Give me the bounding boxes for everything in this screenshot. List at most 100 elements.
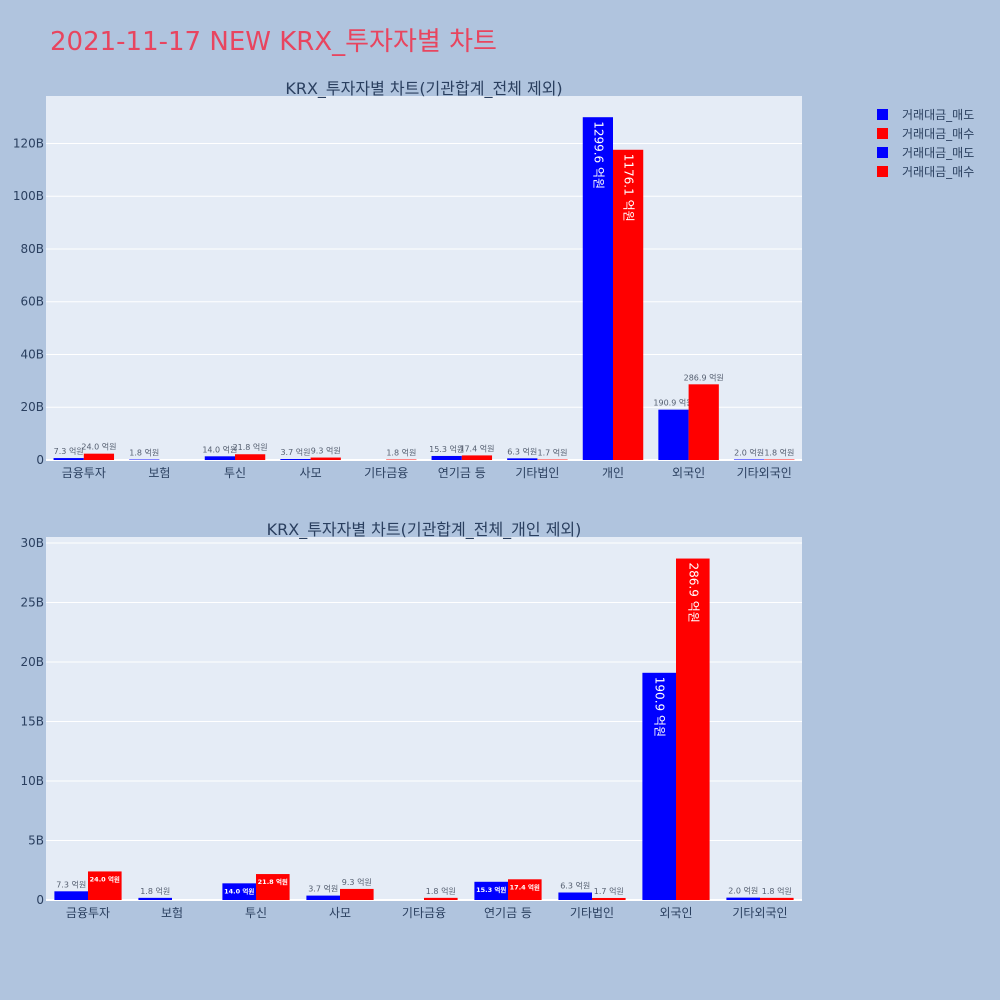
x-tick-label: 연기금 등 <box>484 906 532 920</box>
x-tick-label: 외국인 <box>672 466 705 480</box>
bar[interactable] <box>138 897 172 900</box>
bar[interactable] <box>53 458 84 460</box>
plot-area <box>46 96 802 460</box>
y-tick-label: 80B <box>20 242 44 256</box>
x-tick-label: 보험 <box>148 466 170 480</box>
data-label: 1299.6 억원 <box>591 121 605 189</box>
data-label: 2.0 억원 <box>734 447 764 457</box>
x-tick-label: 투신 <box>245 906 267 920</box>
y-tick-label: 120B <box>13 136 44 150</box>
bar[interactable] <box>733 459 765 460</box>
bar[interactable] <box>613 149 644 460</box>
y-tick-label: 20B <box>20 655 44 669</box>
bar[interactable] <box>658 409 689 460</box>
x-tick-label: 개인 <box>602 466 624 480</box>
data-label: 9.3 억원 <box>342 877 372 887</box>
bar[interactable] <box>83 453 115 460</box>
bar[interactable] <box>558 892 592 900</box>
x-tick-label: 기타법인 <box>570 906 614 920</box>
bar[interactable] <box>474 881 508 900</box>
data-label: 15.3 억원 <box>429 444 464 454</box>
bar[interactable] <box>507 458 538 460</box>
data-label: 14.0 억원 <box>202 444 237 454</box>
bar[interactable] <box>726 897 760 900</box>
x-tick-label: 기타법인 <box>515 466 559 480</box>
data-label: 21.8 억원 <box>258 877 288 886</box>
x-tick-label: 보험 <box>161 906 183 920</box>
legend-label[interactable]: 거래대금_매도 <box>902 146 974 160</box>
chart-title: KRX_투자자별 차트(기관합계_전체 제외) <box>285 79 562 99</box>
bar[interactable] <box>310 457 341 460</box>
legend-swatch[interactable] <box>877 128 888 139</box>
data-label: 1.8 억원 <box>762 886 792 896</box>
data-label: 286.9 억원 <box>684 372 724 382</box>
data-label: 2.0 억원 <box>728 886 758 896</box>
y-tick-label: 60B <box>20 295 44 309</box>
bar[interactable] <box>256 874 290 900</box>
legend-label[interactable]: 거래대금_매수 <box>902 165 974 179</box>
bar[interactable] <box>204 456 235 460</box>
bar[interactable] <box>431 455 462 460</box>
y-tick-label: 30B <box>20 536 44 550</box>
x-tick-label: 기타외국인 <box>737 466 792 480</box>
data-label: 1.8 억원 <box>764 448 794 458</box>
bar[interactable] <box>592 897 626 900</box>
bar[interactable] <box>688 384 719 460</box>
chart-top: KRX_투자자별 차트(기관합계_전체 제외) 0 20B 40B 60B 80B 100B… <box>13 79 802 480</box>
y-tick-label: 100B <box>13 189 44 203</box>
data-label: 6.3 억원 <box>507 446 537 456</box>
y-tick-label: 15B <box>20 714 44 728</box>
bar[interactable] <box>642 672 676 900</box>
data-label: 7.3 억원 <box>56 879 86 889</box>
data-label: 6.3 억원 <box>560 881 590 891</box>
bar[interactable] <box>222 883 256 900</box>
x-tick-label: 기타외국인 <box>732 906 787 920</box>
data-label: 17.4 억원 <box>459 443 494 453</box>
bar[interactable] <box>54 891 88 900</box>
data-label: 24.0 억원 <box>90 874 120 883</box>
legend-label[interactable]: 거래대금_매수 <box>902 127 974 141</box>
bar[interactable] <box>340 888 374 900</box>
data-label: 14.0 억원 <box>224 886 254 895</box>
data-label: 1.8 억원 <box>386 448 416 458</box>
bar[interactable] <box>582 117 613 460</box>
legend-swatch[interactable] <box>877 109 888 120</box>
page-title: 2021-11-17 NEW KRX_투자자별 차트 <box>50 27 497 57</box>
bar[interactable] <box>508 879 542 900</box>
data-label: 3.7 억원 <box>280 447 310 457</box>
x-tick-label: 외국인 <box>659 906 692 920</box>
legend-swatch[interactable] <box>877 166 888 177</box>
bar[interactable] <box>760 897 794 900</box>
y-tick-label: 40B <box>20 347 44 361</box>
data-label: 1.7 억원 <box>538 448 568 458</box>
data-label: 1.8 억원 <box>140 886 170 896</box>
chart-bottom: KRX_투자자별 차트(기관합계_전체_개인 제외) 0 5B 10B 15B 20B 25… <box>20 520 802 920</box>
y-tick-label: 10B <box>20 774 44 788</box>
y-tick-label: 0 <box>36 893 44 907</box>
data-label: 190.9 억원 <box>653 677 667 737</box>
data-label: 9.3 억원 <box>311 446 341 456</box>
bar[interactable] <box>280 459 311 460</box>
x-tick-label: 금융투자 <box>66 906 110 920</box>
chart-title: KRX_투자자별 차트(기관합계_전체_개인 제외) <box>267 520 582 540</box>
data-label: 286.9 억원 <box>686 563 700 623</box>
bar[interactable] <box>676 558 710 900</box>
x-tick-label: 기타금융 <box>364 466 408 480</box>
bar[interactable] <box>461 455 493 460</box>
y-tick-label: 25B <box>20 595 44 609</box>
y-tick-label: 20B <box>20 400 44 414</box>
x-tick-label: 투신 <box>224 466 246 480</box>
data-label: 1.8 억원 <box>129 448 159 458</box>
bar[interactable] <box>306 895 340 900</box>
x-tick-label: 기타금융 <box>402 906 446 920</box>
bar[interactable] <box>424 897 458 900</box>
x-tick-label: 연기금 등 <box>438 466 486 480</box>
x-tick-label: 사모 <box>329 906 351 920</box>
bar[interactable] <box>235 454 266 460</box>
x-tick-label: 사모 <box>300 466 322 480</box>
legend-label[interactable]: 거래대금_매도 <box>902 108 974 122</box>
bar[interactable] <box>88 871 122 900</box>
legend-swatch[interactable] <box>877 147 888 158</box>
